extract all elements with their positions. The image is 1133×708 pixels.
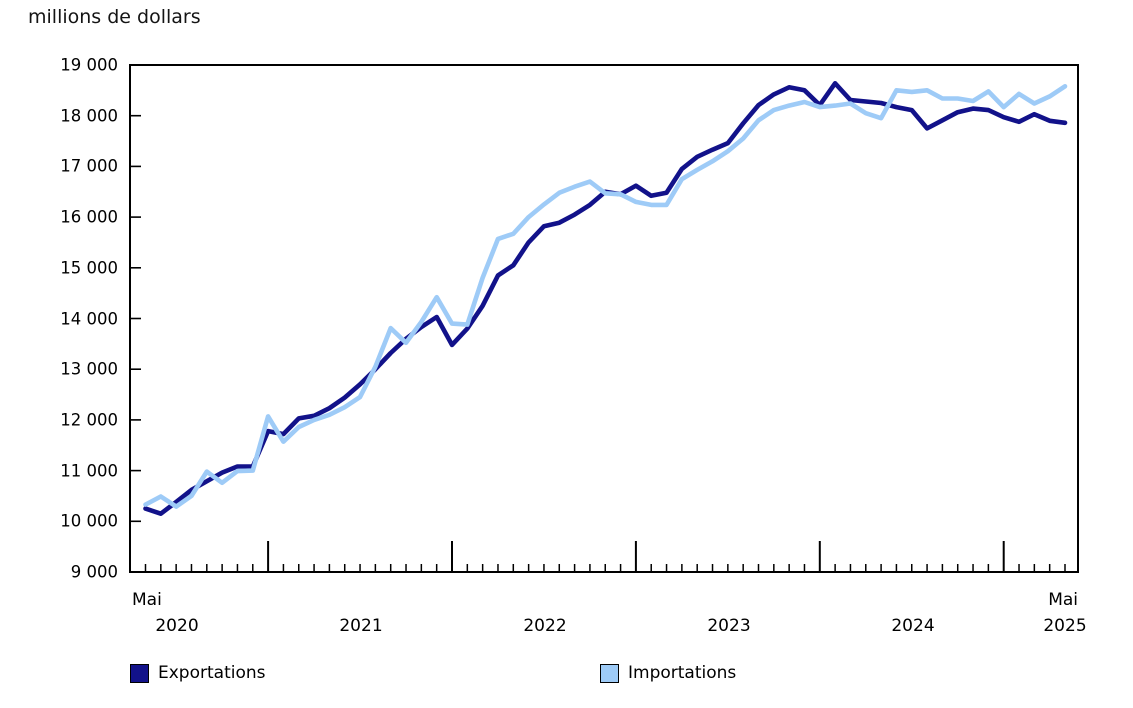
x-axis-year-label: 2020 [155,616,199,636]
y-axis-tick-label: 9 000 [70,562,118,582]
exportations-swatch-icon [130,663,149,683]
x-axis-year-label: 2023 [707,616,751,636]
y-axis-tick-label: 18 000 [60,106,118,126]
y-axis-tick-label: 17 000 [60,156,118,176]
legend-label-importations: Importations [628,663,737,683]
x-axis-year-label: 2024 [891,616,935,636]
plot-frame [129,64,1079,573]
legend-label-exportations: Exportations [158,663,266,683]
x-axis-year-label: 2022 [523,616,567,636]
x-axis-last-tick-label: Mai [1048,590,1078,610]
y-axis-tick-label: 19 000 [60,55,118,75]
y-axis-tick-label: 13 000 [60,359,118,379]
y-axis-tick-label: 10 000 [60,511,118,531]
y-axis-tick-label: 16 000 [60,207,118,227]
importations-swatch-icon [600,663,619,683]
x-axis-first-tick-label: Mai [132,590,162,610]
legend-item-exportations: Exportations [130,663,266,683]
y-axis-tick-label: 15 000 [60,258,118,278]
y-axis-tick-label: 14 000 [60,309,118,328]
legend-item-importations: Importations [600,663,736,683]
series-line-exportations [143,81,1068,517]
series-line-importations [143,84,1068,509]
y-axis-tick-label: 11 000 [60,461,118,481]
x-axis-year-label: 2025 [1043,616,1087,636]
y-axis-tick-label: 12 000 [60,410,118,430]
x-axis-year-label: 2021 [339,616,383,636]
chart-title: millions de dollars [28,6,201,28]
